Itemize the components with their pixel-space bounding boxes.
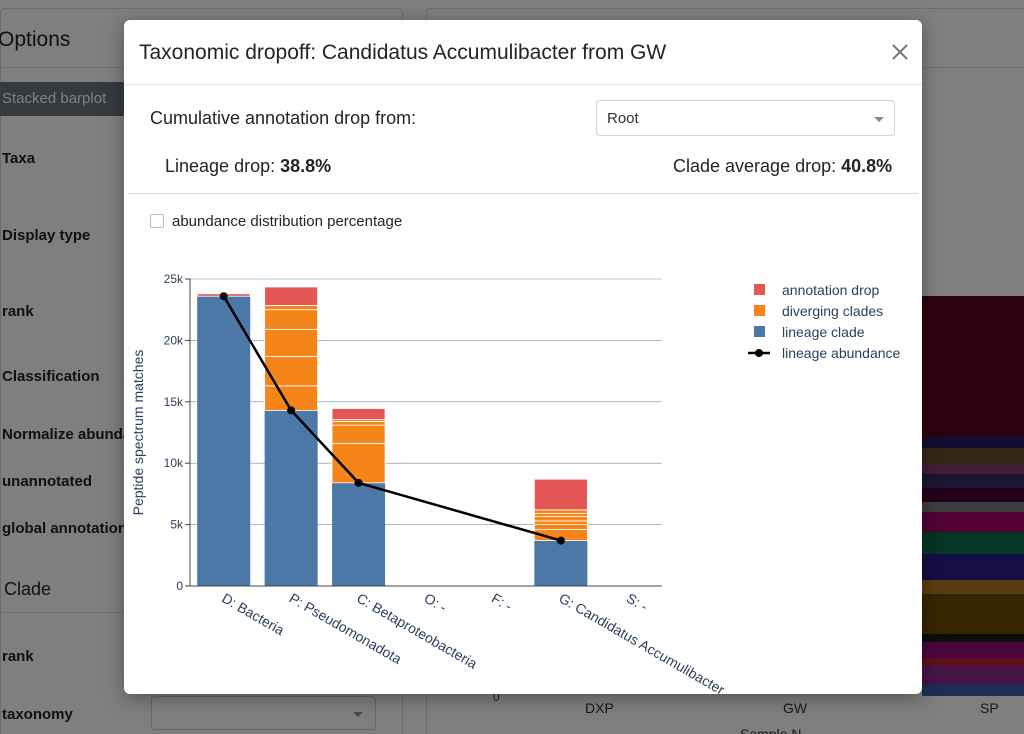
- legend-line-marker: [755, 349, 763, 357]
- lineage-abundance-point: [287, 406, 296, 415]
- bar-diverging-clade-segment: [264, 385, 319, 411]
- bar-diverging-clade-segment: [533, 520, 588, 525]
- stats-divider: [128, 193, 918, 194]
- abundance-percentage-checkbox[interactable]: [150, 214, 164, 228]
- x-tick-label: D: Bacteria: [219, 590, 287, 639]
- legend-swatch: [754, 284, 765, 295]
- x-tick-label: S: -: [624, 590, 651, 615]
- y-tick-label: 0: [176, 579, 183, 593]
- legend-label: annotation drop: [782, 282, 880, 298]
- lineage-drop-label: Lineage drop:: [165, 156, 276, 176]
- lineage-abundance-line: [219, 292, 565, 545]
- legend-label: lineage abundance: [782, 345, 901, 361]
- abundance-percentage-label: abundance distribution percentage: [172, 213, 403, 230]
- chart-legend: annotation drop diverging clades lineage c…: [748, 282, 901, 361]
- bar-lineage-clade: [264, 410, 318, 586]
- lineage-abundance-point: [219, 292, 228, 301]
- drop-from-label: Cumulative annotation drop from:: [150, 108, 417, 128]
- bar-diverging-clade-segment: [331, 424, 386, 444]
- legend-label: diverging clades: [782, 303, 883, 319]
- x-tick-label: O: -: [422, 590, 450, 616]
- bar-diverging-clade-segment: [533, 524, 588, 530]
- y-tick-label: 20k: [164, 333, 184, 347]
- y-tick-label: 10k: [164, 456, 184, 470]
- lineage-abundance-point: [556, 536, 565, 545]
- x-tick-label: P: Pseudomonadota: [287, 590, 405, 667]
- modal-header-divider: [124, 84, 922, 85]
- bar-lineage-clade: [197, 296, 251, 586]
- clade-average-drop-value: 40.8%: [841, 156, 893, 176]
- close-icon[interactable]: [884, 36, 916, 68]
- bar-annotation-drop: [264, 286, 319, 306]
- drop-from-value: Root: [607, 110, 639, 127]
- taxonomic-dropoff-modal: Taxonomic dropoff: Candidatus Accumuliba…: [124, 20, 922, 694]
- lineage-drop-value: 38.8%: [280, 156, 332, 176]
- chart-bars: [196, 286, 588, 586]
- y-axis-title: Peptide spectrum matches: [130, 350, 146, 516]
- bar-annotation-drop: [331, 408, 386, 421]
- y-tick-label: 25k: [164, 272, 184, 286]
- x-tick-label: F: -: [489, 590, 515, 615]
- x-tick-label: C: Betaproteobacteria: [354, 590, 480, 672]
- bar-diverging-clade-segment: [533, 513, 588, 518]
- bar-lineage-clade: [332, 482, 386, 586]
- clade-average-drop-label: Clade average drop:: [673, 156, 837, 176]
- clade-average-drop: Clade average drop: 40.8%: [673, 156, 892, 177]
- legend-swatch: [754, 305, 765, 316]
- drop-from-select[interactable]: Root: [596, 100, 895, 136]
- lineage-abundance-point: [354, 478, 363, 487]
- y-tick-label: 5k: [170, 518, 184, 532]
- chart-gridlines: [190, 278, 662, 525]
- chevron-down-icon: [874, 117, 884, 122]
- y-tick-label: 15k: [164, 395, 184, 409]
- bar-diverging-clade-segment: [533, 509, 588, 514]
- bar-lineage-clade: [534, 540, 588, 586]
- bar-diverging-clade-segment: [264, 328, 319, 357]
- bar-diverging-clade-segment: [533, 516, 588, 522]
- bar-annotation-drop: [533, 478, 588, 511]
- lineage-drop: Lineage drop: 38.8%: [165, 156, 331, 177]
- lineage-abundance-path: [222, 295, 562, 542]
- bar-diverging-clade-segment: [264, 309, 319, 330]
- legend-label: lineage clade: [782, 324, 865, 340]
- dropoff-chart: 0 5k 10k 15k 20k 25k Peptide spectrum matches D…: [130, 272, 901, 694]
- bar-diverging-clade-segment: [264, 305, 319, 311]
- legend-swatch: [754, 326, 765, 337]
- modal-title: Taxonomic dropoff: Candidatus Accumuliba…: [139, 41, 667, 64]
- bar-diverging-clade-segment: [331, 421, 386, 426]
